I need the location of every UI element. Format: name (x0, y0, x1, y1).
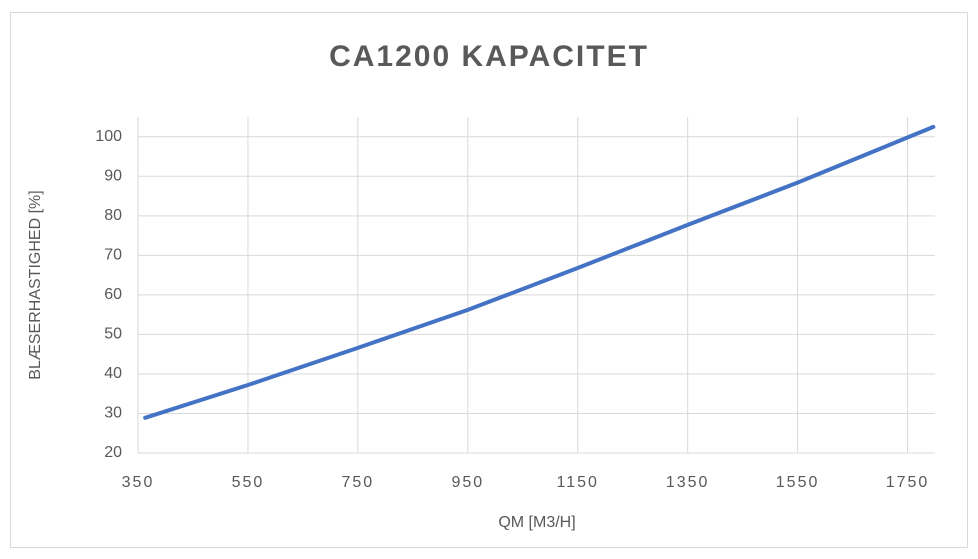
y-tick-label: 70 (104, 247, 122, 264)
x-tick-label: 1750 (886, 474, 930, 491)
data-line (143, 124, 936, 420)
y-tick-label: 80 (104, 207, 122, 224)
y-axis-label: BLÆSERHASTIGHED [%] (27, 190, 44, 379)
x-tick-label: 1350 (666, 474, 710, 491)
y-tick-label: 100 (95, 128, 122, 145)
chart-border (10, 12, 968, 548)
chart-title: CA1200 KAPACITET (329, 40, 649, 73)
y-tick-label: 90 (104, 168, 122, 185)
x-tick-label: 1150 (557, 474, 599, 491)
y-tick-label: 40 (104, 365, 122, 382)
y-tick-label: 30 (104, 405, 122, 422)
x-tick-label: 550 (232, 474, 265, 491)
x-tick-label: 950 (451, 474, 484, 491)
y-tick-label: 60 (104, 286, 122, 303)
y-tick-label: 20 (104, 444, 122, 461)
x-axis-label: QM [M3/H] (498, 514, 575, 531)
x-tick-label: 350 (122, 474, 155, 491)
x-tick-label: 1550 (776, 474, 820, 491)
x-tick-label: 750 (342, 474, 375, 491)
y-tick-label: 50 (104, 326, 122, 343)
